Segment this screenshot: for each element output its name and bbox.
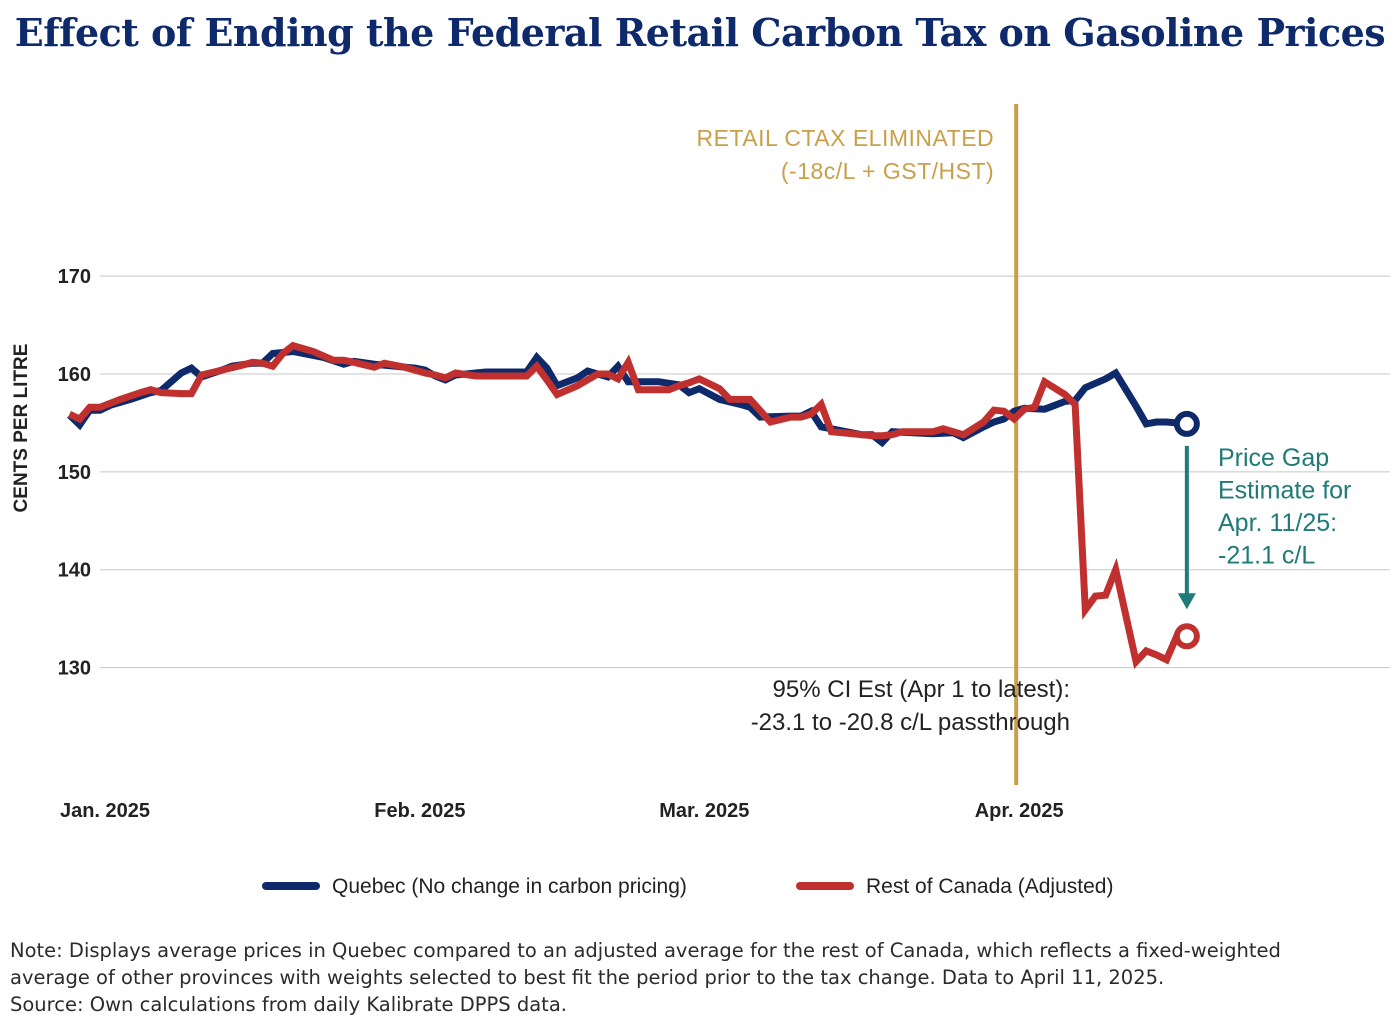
legend-label: Rest of Canada (Adjusted) (866, 875, 1113, 898)
legend: Quebec (No change in carbon pricing) Rest… (262, 875, 1113, 898)
x-tick-label: Apr. 2025 (975, 800, 1064, 822)
rest-of-canada-line (67, 341, 1187, 669)
event-label: (-18c/L + GST/HST) (781, 158, 994, 184)
ci-label: -23.1 to -20.8 c/L passthrough (751, 709, 1070, 736)
y-tick-label: 130 (58, 658, 91, 680)
gap-label: Apr. 11/25: (1218, 509, 1337, 537)
x-tick-label: Mar. 2025 (659, 800, 749, 822)
event-marker: RETAIL CTAX ELIMINATED (-18c/L + GST/HST) (696, 104, 1019, 785)
y-tick-label: 160 (58, 364, 91, 386)
gap-label: Price Gap (1218, 444, 1329, 472)
ci-label: 95% CI Est (Apr 1 to latest): (773, 676, 1070, 703)
y-tick-label: 140 (58, 560, 91, 582)
gap-label: Estimate for (1218, 477, 1351, 505)
gap-label: -21.1 c/L (1218, 542, 1315, 570)
legend-label: Quebec (No change in carbon pricing) (332, 875, 687, 898)
annotations: Price Gap Estimate for Apr. 11/25: -21.1 c/… (751, 444, 1352, 736)
x-tick-label: Feb. 2025 (374, 800, 465, 822)
rest-of-canada-end-marker (1173, 623, 1200, 650)
x-axis-ticks: Jan. 2025 Feb. 2025 Mar. 2025 Apr. 2025 (60, 800, 1064, 822)
footnote: Note: Displays average prices in Quebec … (10, 937, 1395, 1018)
x-tick-label: Jan. 2025 (60, 800, 150, 822)
series-lines (67, 341, 1200, 669)
chart-title: Effect of Ending the Federal Retail Carb… (14, 10, 1386, 55)
y-axis-ticks: 130 140 150 160 170 (58, 266, 91, 679)
event-label: RETAIL CTAX ELIMINATED (696, 125, 994, 151)
gap-arrow-head (1177, 593, 1196, 610)
note-line-2: average of other provinces with weights … (10, 966, 1165, 989)
y-axis-label: CENTS PER LITRE (11, 344, 32, 513)
note-line-1: Note: Displays average prices in Quebec … (10, 939, 1281, 962)
y-tick-label: 150 (58, 462, 91, 484)
quebec-end-marker (1173, 410, 1200, 437)
gridlines (100, 275, 1390, 669)
source-line: Source: Own calculations from daily Kali… (10, 993, 567, 1016)
line-chart: 130 140 150 160 170 Jan. 2025 Feb. 2025 Mar. 2… (11, 104, 1390, 898)
y-tick-label: 170 (58, 266, 91, 288)
